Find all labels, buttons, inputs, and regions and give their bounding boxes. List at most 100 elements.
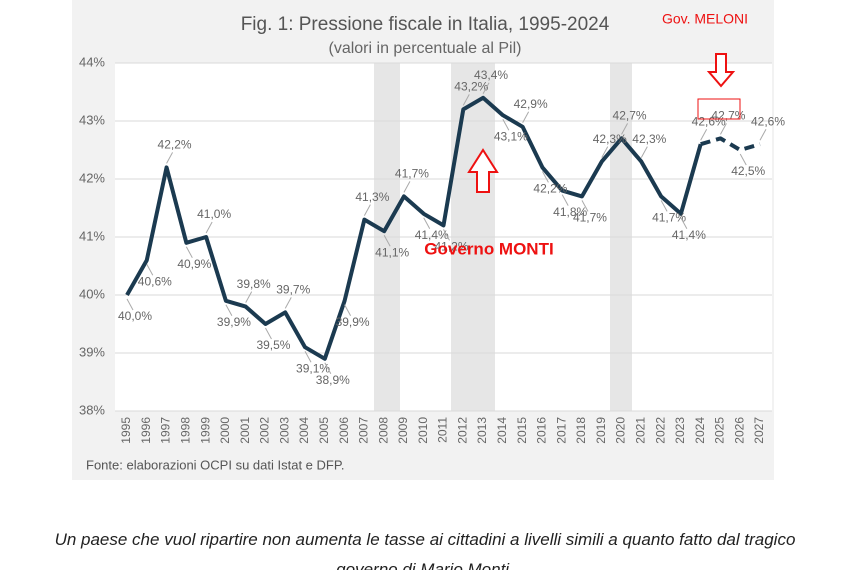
caption: governo di Mario Monti. <box>336 560 514 570</box>
data-label: 41,4% <box>672 228 706 242</box>
x-tick-label: 2019 <box>594 417 608 444</box>
x-tick-label: 2025 <box>713 417 727 444</box>
data-label: 41,0% <box>197 207 231 221</box>
x-tick-label: 2011 <box>436 417 450 443</box>
data-label: 42,2% <box>533 182 567 196</box>
label-leader <box>680 217 688 230</box>
label-leader <box>284 297 292 309</box>
x-tick-label: 2012 <box>455 417 469 444</box>
line-series <box>125 95 703 361</box>
data-label: 42,6% <box>751 114 785 128</box>
data-label: 39,5% <box>256 338 290 352</box>
data-label: 42,5% <box>731 164 765 178</box>
data-label: 42,2% <box>158 138 192 152</box>
chart: 40,0% 40,6% 42,2% 40,9% 41,0% 39,9% 39,8% 39,5%… <box>72 0 785 480</box>
label-leader <box>344 304 352 317</box>
label-leader <box>443 229 450 241</box>
x-tick-label: 1998 <box>179 417 193 444</box>
x-tick-label: 1997 <box>159 417 173 444</box>
x-tick-label: 2009 <box>396 417 410 444</box>
x-tick-label: 1999 <box>198 417 212 444</box>
data-label: 39,9% <box>336 315 370 329</box>
label-leader <box>403 181 411 193</box>
x-tick-label: 2021 <box>633 417 647 444</box>
grid <box>115 62 772 412</box>
x-tick-label: 2017 <box>554 417 568 444</box>
chart-subtitle: (valori in percentuale al Pil) <box>329 40 522 57</box>
data-label: 39,1% <box>296 361 330 375</box>
label-leader <box>146 263 154 276</box>
label-leader <box>383 234 391 247</box>
chart-title: Fig. 1: Pressione fiscale in Italia, 199… <box>241 14 610 35</box>
marks: 40,0% 40,6% 42,2% 40,9% 41,0% 39,9% 39,8% 39,5%… <box>118 68 785 387</box>
data-label: 38,9% <box>316 373 350 387</box>
label-leader <box>245 291 253 303</box>
x-tick-label: 2027 <box>752 417 766 444</box>
label-leader <box>759 128 767 141</box>
label-leader <box>265 327 272 340</box>
data-label: 40,6% <box>138 274 172 288</box>
x-tick-label: 2024 <box>693 417 707 444</box>
label-leader <box>502 118 510 131</box>
x-tick-label: 2006 <box>337 417 351 444</box>
y-tick-label: 43% <box>79 112 105 127</box>
label-leader <box>541 171 549 183</box>
label-leader <box>561 194 569 206</box>
x-tick-label: 2000 <box>218 417 232 444</box>
label-leader <box>423 217 431 230</box>
x-tick-label: 2007 <box>357 417 371 444</box>
data-label: 39,7% <box>276 283 310 297</box>
label-leader <box>205 221 213 234</box>
caption: Un paese che vuol ripartire non aumenta … <box>54 530 796 549</box>
x-tick-label: 2014 <box>495 417 509 444</box>
highlight-box <box>697 98 741 120</box>
x-tick-label: 2013 <box>475 417 489 444</box>
x-tick-label: 2018 <box>574 417 588 444</box>
label-leader <box>166 152 174 164</box>
data-label: 40,0% <box>118 309 152 323</box>
x-tick-label: 1996 <box>139 417 153 444</box>
x-tick-label: 2001 <box>238 417 252 444</box>
arrow-up <box>467 148 499 193</box>
y-tick-label: 40% <box>79 286 105 301</box>
data-label: 42,6% <box>692 114 726 128</box>
data-label: 41,2% <box>434 240 468 254</box>
x-tick-label: 2020 <box>614 417 628 444</box>
data-label: 42,3% <box>593 132 627 146</box>
label-leader <box>739 153 747 166</box>
x-tick-label: 2004 <box>297 417 311 444</box>
data-label: 41,7% <box>652 211 686 225</box>
data-label: 43,2% <box>454 80 488 94</box>
label-leader <box>304 350 312 363</box>
label-leader <box>581 200 589 212</box>
label-leader <box>462 94 470 106</box>
data-label: 43,1% <box>494 129 528 143</box>
annotation: Gov. MELONI <box>662 11 748 27</box>
data-label: 43,4% <box>474 68 508 82</box>
y-tick-label: 42% <box>79 170 105 185</box>
data-label: 40,9% <box>177 257 211 271</box>
label-leader <box>324 362 332 375</box>
arrow-down <box>706 53 736 88</box>
y-tick-label: 44% <box>79 54 105 69</box>
label-leader <box>363 204 371 216</box>
x-tick-label: 2026 <box>732 417 746 444</box>
label-leader <box>185 246 193 259</box>
data-label: 42,7% <box>613 109 647 123</box>
label-leader <box>660 200 668 212</box>
x-tick-label: 2003 <box>277 417 291 444</box>
label-leader <box>601 146 609 158</box>
label-leader <box>719 123 727 135</box>
x-tick-label: 2015 <box>515 417 529 444</box>
line-series <box>700 136 761 152</box>
data-label: 41,1% <box>375 245 409 259</box>
x-tick-label: 2002 <box>258 417 272 444</box>
label-leader <box>126 298 134 311</box>
label-leader <box>482 82 490 95</box>
data-label: 39,8% <box>237 277 271 291</box>
x-tick-label: 2023 <box>673 417 687 444</box>
y-tick-label: 39% <box>79 344 105 359</box>
data-label: 42,7% <box>711 109 745 123</box>
data-label: 41,3% <box>355 190 389 204</box>
